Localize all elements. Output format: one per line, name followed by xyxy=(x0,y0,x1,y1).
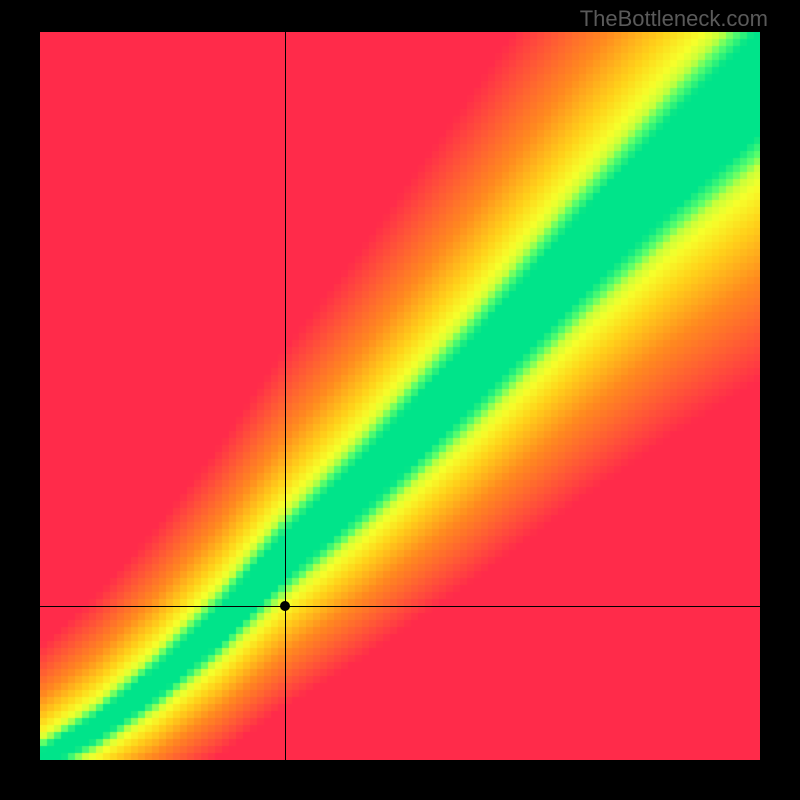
marker-dot xyxy=(280,601,290,611)
watermark-text: TheBottleneck.com xyxy=(580,6,768,32)
crosshair-vertical xyxy=(285,32,286,760)
bottleneck-heatmap xyxy=(40,32,760,760)
crosshair-horizontal xyxy=(40,606,760,607)
chart-container xyxy=(40,32,760,760)
